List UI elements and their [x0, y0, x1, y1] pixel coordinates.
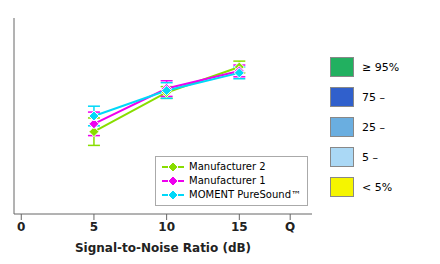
html-text:75 –: 75 – [362, 90, 385, 104]
html-text:25 –: 25 – [362, 120, 385, 134]
html-text:Manufacturer 2: Manufacturer 2 [189, 161, 266, 172]
svg-text:0: 0 [17, 220, 25, 234]
html-text:5 –: 5 – [362, 150, 378, 164]
svg-text:Signal-to-Noise Ratio (dB): Signal-to-Noise Ratio (dB) [75, 241, 251, 255]
html-text:Manufacturer 1: Manufacturer 1 [189, 175, 266, 186]
svg-text:Q: Q [285, 220, 295, 234]
svg-text:10: 10 [158, 220, 175, 234]
html-text:< 5%: < 5% [362, 180, 393, 194]
html-text:≥ 95%: ≥ 95% [362, 60, 400, 74]
svg-text:15: 15 [231, 220, 248, 234]
html-text:MOMENT PureSound™: MOMENT PureSound™ [189, 189, 301, 200]
svg-text:5: 5 [90, 220, 98, 234]
